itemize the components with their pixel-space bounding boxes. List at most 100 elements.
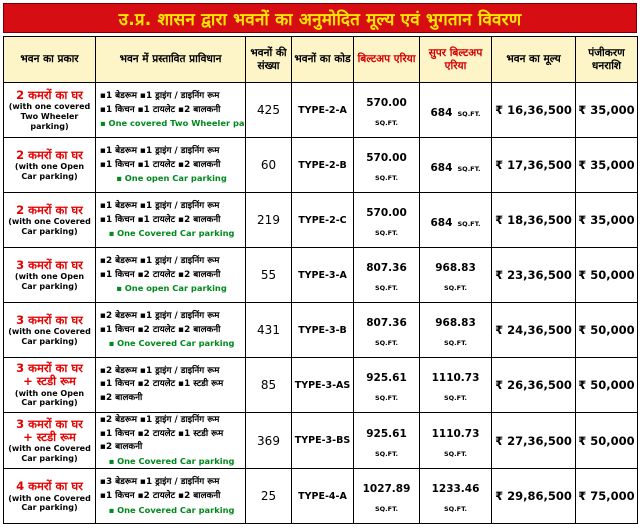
builtup-area-value: 807.36: [366, 317, 407, 329]
provision-line: ▪2 बेडरूम ▪1 ड्राइंग / डाइनिंग रूम: [100, 311, 220, 322]
unit-price: ₹ 24,36,500: [491, 302, 576, 358]
builtup-area-cell: 1027.89 SQ.FT.: [353, 468, 420, 525]
table-row: 4 कमरों का घर (with one Covered Car park…: [3, 468, 638, 525]
provision-line: ▪1 किचन ▪2 टायलेट ▪2 बालकनी: [100, 324, 221, 335]
builtup-area-value: 1027.89: [362, 483, 411, 496]
unit-count: 431: [245, 302, 292, 358]
super-builtup-area-unit: SQ.FT.: [443, 505, 468, 514]
registration-amount: ₹ 50,000: [575, 247, 638, 303]
header-building-type: भवन का प्रकार: [3, 36, 96, 83]
building-type-cell: 2 कमरों का घर (with one Covered Car park…: [3, 192, 96, 248]
builtup-area-cell: 570.00 SQ.FT.: [353, 192, 420, 248]
title-bar: उ.प्र. शासन द्वारा भवनों का अनुमोदित मूल…: [3, 3, 637, 33]
header-registration-amount: पंजीकरण धनराशि: [575, 36, 638, 83]
building-type-parking-note: (with one Covered Car parking): [8, 327, 91, 346]
provisions-cell: ▪2 बेडरूम ▪1 ड्राइंग / डाइनिंग रूम ▪1 कि…: [95, 247, 246, 303]
unit-count: 219: [245, 192, 292, 248]
unit-code: TYPE-3-A: [291, 247, 354, 303]
super-builtup-area-value: 684: [430, 216, 453, 229]
super-builtup-area-cell: 1110.73 SQ.FT.: [419, 411, 492, 470]
super-builtup-area-cell: 684 SQ.FT.: [419, 82, 492, 138]
builtup-area-value: 570.00: [366, 152, 407, 164]
building-type-name: 2 कमरों का घर: [16, 202, 83, 217]
provision-line: ▪2 बेडरूम ▪1 ड्राइंग / डाइनिंग रूम: [100, 256, 220, 267]
provision-line: ▪2 बेडरूम ▪1 ड्राइंग / डाइनिंग रूम: [100, 365, 220, 376]
building-type-parking-note: (with one covered Two Wheeler parking): [8, 102, 91, 131]
registration-amount: ₹ 50,000: [575, 302, 638, 358]
provision-line: ▪2 बेडरूम ▪1 ड्राइंग / डाइनिंग रूम: [100, 415, 220, 425]
parking-note: ▪ One Covered Car parking: [108, 455, 235, 466]
unit-code: TYPE-4-A: [291, 468, 354, 525]
super-builtup-area-value: 1110.73: [431, 372, 480, 384]
unit-code: TYPE-2-B: [291, 137, 354, 193]
provision-line: ▪1 किचन ▪2 टायलेट ▪2 बालकनी: [100, 269, 221, 280]
building-type-parking-note: (with one Open Car parking): [14, 162, 85, 181]
builtup-area-cell: 570.00 SQ.FT.: [353, 137, 420, 193]
builtup-area-unit: SQ.FT.: [374, 339, 399, 347]
unit-price: ₹ 23,36,500: [491, 247, 576, 303]
building-type-cell: 3 कमरों का घर (with one Covered Car park…: [3, 302, 96, 358]
unit-code: TYPE-3-AS: [291, 357, 354, 413]
builtup-area-unit: SQ.FT.: [374, 119, 399, 127]
header-unit-price: भवन का मूल्य: [491, 36, 576, 83]
price-table: भवन का प्रकार भवन में प्रस्तावित प्राविध…: [3, 36, 638, 525]
building-type-parking-note: (with one Open Car parking): [14, 272, 85, 291]
building-type-cell: 3 कमरों का घर + स्टडी रूम (with one Cove…: [3, 411, 96, 470]
building-type-parking-note: (with one Covered Car parking): [8, 493, 91, 513]
building-type-cell: 2 कमरों का घर (with one Open Car parking…: [3, 137, 96, 193]
header-unit-count: भवनों की संख्या: [245, 36, 292, 83]
building-type-name-2: + स्टडी रूम: [23, 429, 76, 444]
provision-line: ▪1 किचन ▪2 टायलेट ▪2 बालकनी: [100, 491, 221, 502]
unit-price: ₹ 27,36,500: [491, 411, 576, 470]
builtup-area-cell: 807.36 SQ.FT.: [353, 302, 420, 358]
unit-count: 425: [245, 82, 292, 138]
unit-price: ₹ 18,36,500: [491, 192, 576, 248]
unit-count: 25: [245, 468, 292, 525]
super-builtup-area-unit: SQ.FT.: [457, 164, 481, 173]
unit-code: TYPE-2-C: [291, 192, 354, 248]
registration-amount: ₹ 50,000: [575, 357, 638, 413]
super-builtup-area-unit: SQ.FT.: [457, 219, 481, 228]
registration-amount: ₹ 35,000: [575, 82, 638, 138]
table-row: 3 कमरों का घर + स्टडी रूम (with one Cove…: [3, 411, 638, 470]
builtup-area-value: 570.00: [366, 207, 407, 219]
parking-note: ▪ One Covered Car parking: [108, 228, 235, 239]
building-type-name: 3 कमरों का घर: [16, 361, 83, 376]
builtup-area-unit: SQ.FT.: [374, 449, 399, 458]
super-builtup-area-unit: SQ.FT.: [443, 339, 468, 347]
registration-amount: ₹ 75,000: [575, 468, 638, 525]
provision-line: ▪1 किचन ▪1 टायलेट ▪2 बालकनी: [100, 214, 221, 225]
unit-price: ₹ 29,86,500: [491, 468, 576, 525]
builtup-area-cell: 925.61 SQ.FT.: [353, 357, 420, 413]
table-row: 2 कमरों का घर (with one Open Car parking…: [3, 137, 638, 193]
provisions-cell: ▪1 बेडरूम ▪1 ड्राइंग / डाइनिंग रूम ▪1 कि…: [95, 137, 246, 193]
super-builtup-area-unit: SQ.FT.: [443, 394, 468, 402]
super-builtup-area-value: 684: [430, 161, 453, 174]
header-provisions: भवन में प्रस्तावित प्राविधान: [95, 36, 246, 83]
super-builtup-area-value: 1233.46: [431, 483, 480, 496]
builtup-area-value: 925.61: [366, 427, 407, 440]
parking-note: ▪ One covered Two Wheeler parking: [100, 118, 245, 129]
provisions-cell: ▪2 बेडरूम ▪1 ड्राइंग / डाइनिंग रूम ▪1 कि…: [95, 357, 246, 413]
super-builtup-area-value: 1110.73: [431, 427, 480, 440]
parking-note: ▪ One open Car parking: [116, 283, 227, 294]
provision-line: ▪1 बेडरूम ▪1 ड्राइंग / डाइनिंग रूम: [100, 146, 220, 157]
super-builtup-area-cell: 968.83 SQ.FT.: [419, 247, 492, 303]
unit-price: ₹ 16,36,500: [491, 82, 576, 138]
building-type-name: 3 कमरों का घर: [16, 257, 83, 272]
unit-code: TYPE-3-BS: [291, 411, 354, 470]
unit-count: 85: [245, 357, 292, 413]
provisions-cell: ▪1 बेडरूम ▪1 ड्राइंग / डाइनिंग रूम ▪1 कि…: [95, 82, 246, 138]
super-builtup-area-unit: SQ.FT.: [443, 284, 468, 292]
building-type-name-2: + स्टडी रूम: [23, 373, 76, 388]
super-builtup-area-cell: 968.83 SQ.FT.: [419, 302, 492, 358]
super-builtup-area-unit: SQ.FT.: [443, 449, 468, 458]
builtup-area-value: 925.61: [366, 372, 407, 384]
building-type-name: 2 कमरों का घर: [16, 87, 83, 102]
unit-code: TYPE-2-A: [291, 82, 354, 138]
super-builtup-area-cell: 1110.73 SQ.FT.: [419, 357, 492, 413]
parking-note: ▪ One Covered Car parking: [108, 504, 235, 515]
provision-line: ▪3 बेडरूम ▪1 ड्राइंग / डाइनिंग रूम: [100, 477, 220, 488]
builtup-area-unit: SQ.FT.: [374, 284, 399, 292]
building-type-parking-note: (with one Covered Car parking): [8, 444, 91, 463]
